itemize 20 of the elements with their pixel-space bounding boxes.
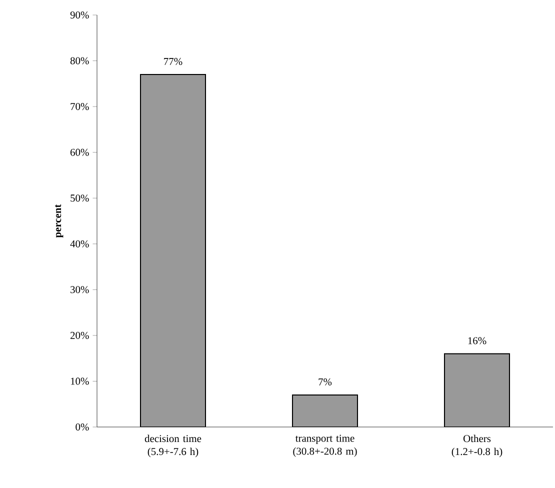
y-tick-label: 40% bbox=[70, 240, 89, 248]
y-tick-label: 30% bbox=[70, 286, 89, 294]
y-tick-label: 90% bbox=[70, 11, 89, 19]
bar bbox=[140, 74, 206, 427]
y-tick-label: 60% bbox=[70, 148, 89, 156]
y-axis-title: percent bbox=[55, 204, 64, 238]
data-label: 77% bbox=[164, 58, 182, 66]
x-tick-label: decision time (5.9+-7.6 h) bbox=[144, 434, 202, 458]
y-tick-label: 50% bbox=[70, 194, 89, 202]
bar bbox=[292, 394, 358, 427]
data-label: 7% bbox=[318, 378, 332, 386]
bar bbox=[444, 353, 510, 427]
y-tick-label: 80% bbox=[70, 57, 89, 64]
y-tick-label: 70% bbox=[70, 103, 89, 110]
data-label: 16% bbox=[468, 337, 486, 344]
y-tick-label: 0% bbox=[76, 423, 89, 431]
y-tick-label: 20% bbox=[70, 332, 89, 339]
y-tick-label: 10% bbox=[70, 378, 89, 385]
x-tick-label: Others (1.2+-0.8 h) bbox=[452, 434, 502, 458]
x-tick-label: transport time (30.8+-20.8 m) bbox=[293, 434, 357, 457]
